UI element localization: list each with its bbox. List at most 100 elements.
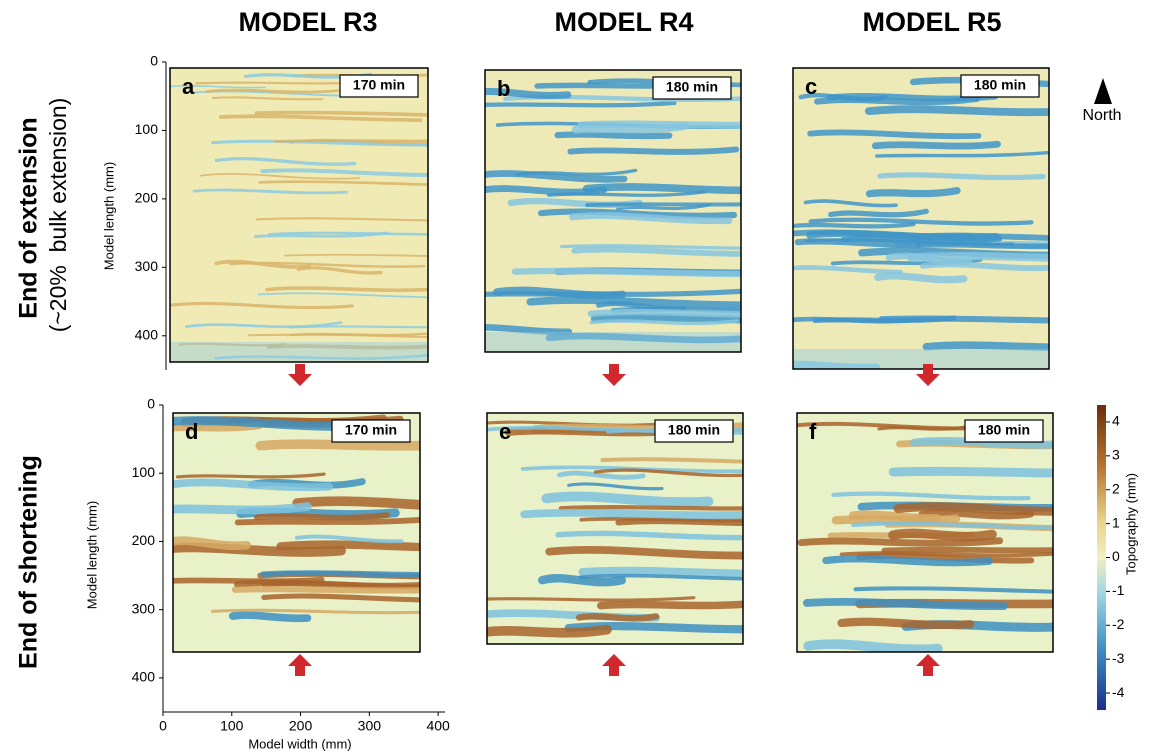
texture-band — [807, 129, 982, 140]
arrow-up — [288, 654, 312, 676]
texture-band — [569, 212, 733, 225]
texture-band — [234, 517, 420, 526]
texture-band — [582, 183, 741, 195]
texture-band — [918, 509, 1034, 520]
texture-band — [597, 600, 743, 610]
texture-band — [567, 146, 740, 155]
texture-band — [875, 150, 1049, 158]
colorbar-tick-label: -2 — [1112, 616, 1125, 632]
texture-band — [258, 180, 428, 186]
panel-letter: d — [185, 419, 198, 444]
time-box — [652, 76, 732, 100]
texture-band — [185, 321, 343, 329]
texture-band — [804, 238, 1014, 246]
panel-letter: c — [805, 74, 817, 99]
texture-band — [885, 252, 973, 266]
y-tick-label: 400 — [132, 669, 156, 685]
texture-band — [173, 502, 312, 515]
x-tick-label: 100 — [220, 718, 244, 734]
texture-band — [547, 190, 707, 197]
y-axis-label: Model length (mm) — [84, 501, 99, 609]
x-tick-label: 400 — [426, 718, 450, 734]
north-label: North — [1082, 107, 1121, 124]
y-axis-label: Model length (mm) — [101, 162, 116, 270]
texture-band — [173, 536, 251, 551]
north-arrow — [1094, 78, 1112, 104]
texture-band — [793, 360, 881, 369]
map-frame — [486, 412, 744, 645]
arrow-down — [602, 364, 626, 386]
topography-map — [172, 412, 421, 653]
texture-band — [831, 491, 1031, 501]
panel-time: 170 min — [353, 77, 405, 93]
texture-band — [803, 639, 943, 652]
texture-band — [284, 253, 428, 257]
texture-band — [881, 546, 1053, 554]
texture-band — [578, 573, 743, 581]
texture-band — [170, 85, 266, 89]
texture-band — [511, 267, 741, 278]
colorbar-tick-label: 2 — [1112, 480, 1120, 496]
texture-band — [808, 217, 1034, 226]
colorbar — [1097, 405, 1106, 710]
texture-band — [541, 491, 714, 507]
texture-band — [266, 344, 428, 350]
texture-band — [600, 457, 743, 464]
panel-letter: e — [499, 419, 511, 444]
texture-band — [616, 203, 712, 211]
colorbar-tick-label: -3 — [1112, 650, 1125, 666]
texture-band — [210, 608, 420, 615]
y-tick-label: 400 — [135, 326, 159, 342]
texture-band — [864, 105, 1049, 117]
arrow-up — [916, 654, 940, 676]
texture-band — [247, 333, 428, 339]
x-tick-label: 300 — [358, 718, 382, 734]
texture-band — [878, 315, 1049, 324]
texture-band — [906, 252, 1049, 262]
map-texture — [487, 413, 743, 644]
texture-band — [793, 221, 916, 229]
texture-band — [170, 301, 354, 310]
texture-band — [793, 229, 971, 240]
column-title: MODEL R5 — [862, 7, 1001, 37]
panel-time: 170 min — [345, 422, 397, 438]
time-box — [339, 74, 419, 98]
texture-band — [558, 505, 743, 511]
texture-band — [877, 172, 1046, 181]
panel-letter: b — [497, 76, 510, 101]
topography-map — [792, 67, 1050, 370]
texture-band — [228, 611, 312, 623]
texture-band — [851, 521, 1053, 531]
texture-band — [888, 466, 1053, 478]
x-tick-label: 200 — [289, 718, 313, 734]
column-title: MODEL R4 — [554, 7, 693, 37]
texture-band — [578, 566, 743, 578]
texture-band — [218, 114, 423, 122]
panel-time: 180 min — [668, 422, 720, 438]
map-frame — [796, 412, 1054, 653]
map-background — [487, 413, 743, 644]
texture-band — [828, 208, 929, 218]
texture-band — [257, 292, 428, 299]
map-frame — [169, 67, 429, 363]
texture-band — [802, 597, 1008, 611]
texture-band — [255, 217, 428, 222]
map-texture — [173, 413, 420, 652]
texture-band — [485, 288, 741, 297]
row-sublabel: (~20% bulk extension) — [45, 98, 71, 333]
texture-band — [260, 168, 428, 178]
texture-band — [231, 585, 420, 594]
panel-letter: f — [809, 419, 817, 444]
texture-band — [822, 555, 993, 567]
arrow-up — [602, 654, 626, 676]
panel-time: 180 min — [666, 79, 718, 95]
texture-band — [276, 540, 420, 552]
texture-band — [596, 301, 687, 312]
y-tick-label: 300 — [132, 600, 156, 616]
texture-band — [485, 100, 677, 108]
colorbar-tick-label: -4 — [1112, 684, 1125, 700]
texture-band — [178, 342, 286, 347]
y-tick-label: 0 — [147, 396, 155, 412]
texture-band — [294, 534, 404, 544]
y-tick-label: 0 — [150, 53, 158, 69]
